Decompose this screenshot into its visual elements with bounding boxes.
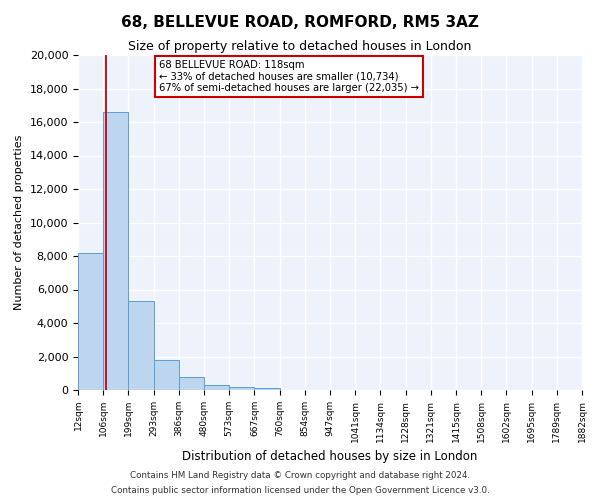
Bar — [154, 360, 179, 390]
Y-axis label: Number of detached properties: Number of detached properties — [14, 135, 24, 310]
Text: 68 BELLEVUE ROAD: 118sqm
← 33% of detached houses are smaller (10,734)
67% of se: 68 BELLEVUE ROAD: 118sqm ← 33% of detach… — [158, 60, 419, 93]
Text: Size of property relative to detached houses in London: Size of property relative to detached ho… — [128, 40, 472, 53]
Bar — [128, 301, 154, 390]
X-axis label: Distribution of detached houses by size in London: Distribution of detached houses by size … — [182, 450, 478, 463]
Bar — [179, 378, 204, 390]
Bar — [103, 112, 128, 390]
Text: Contains HM Land Registry data © Crown copyright and database right 2024.: Contains HM Land Registry data © Crown c… — [130, 471, 470, 480]
Bar — [204, 385, 229, 390]
Bar — [78, 252, 103, 390]
Bar — [229, 388, 254, 390]
Bar — [254, 388, 280, 390]
Text: 68, BELLEVUE ROAD, ROMFORD, RM5 3AZ: 68, BELLEVUE ROAD, ROMFORD, RM5 3AZ — [121, 15, 479, 30]
Text: Contains public sector information licensed under the Open Government Licence v3: Contains public sector information licen… — [110, 486, 490, 495]
